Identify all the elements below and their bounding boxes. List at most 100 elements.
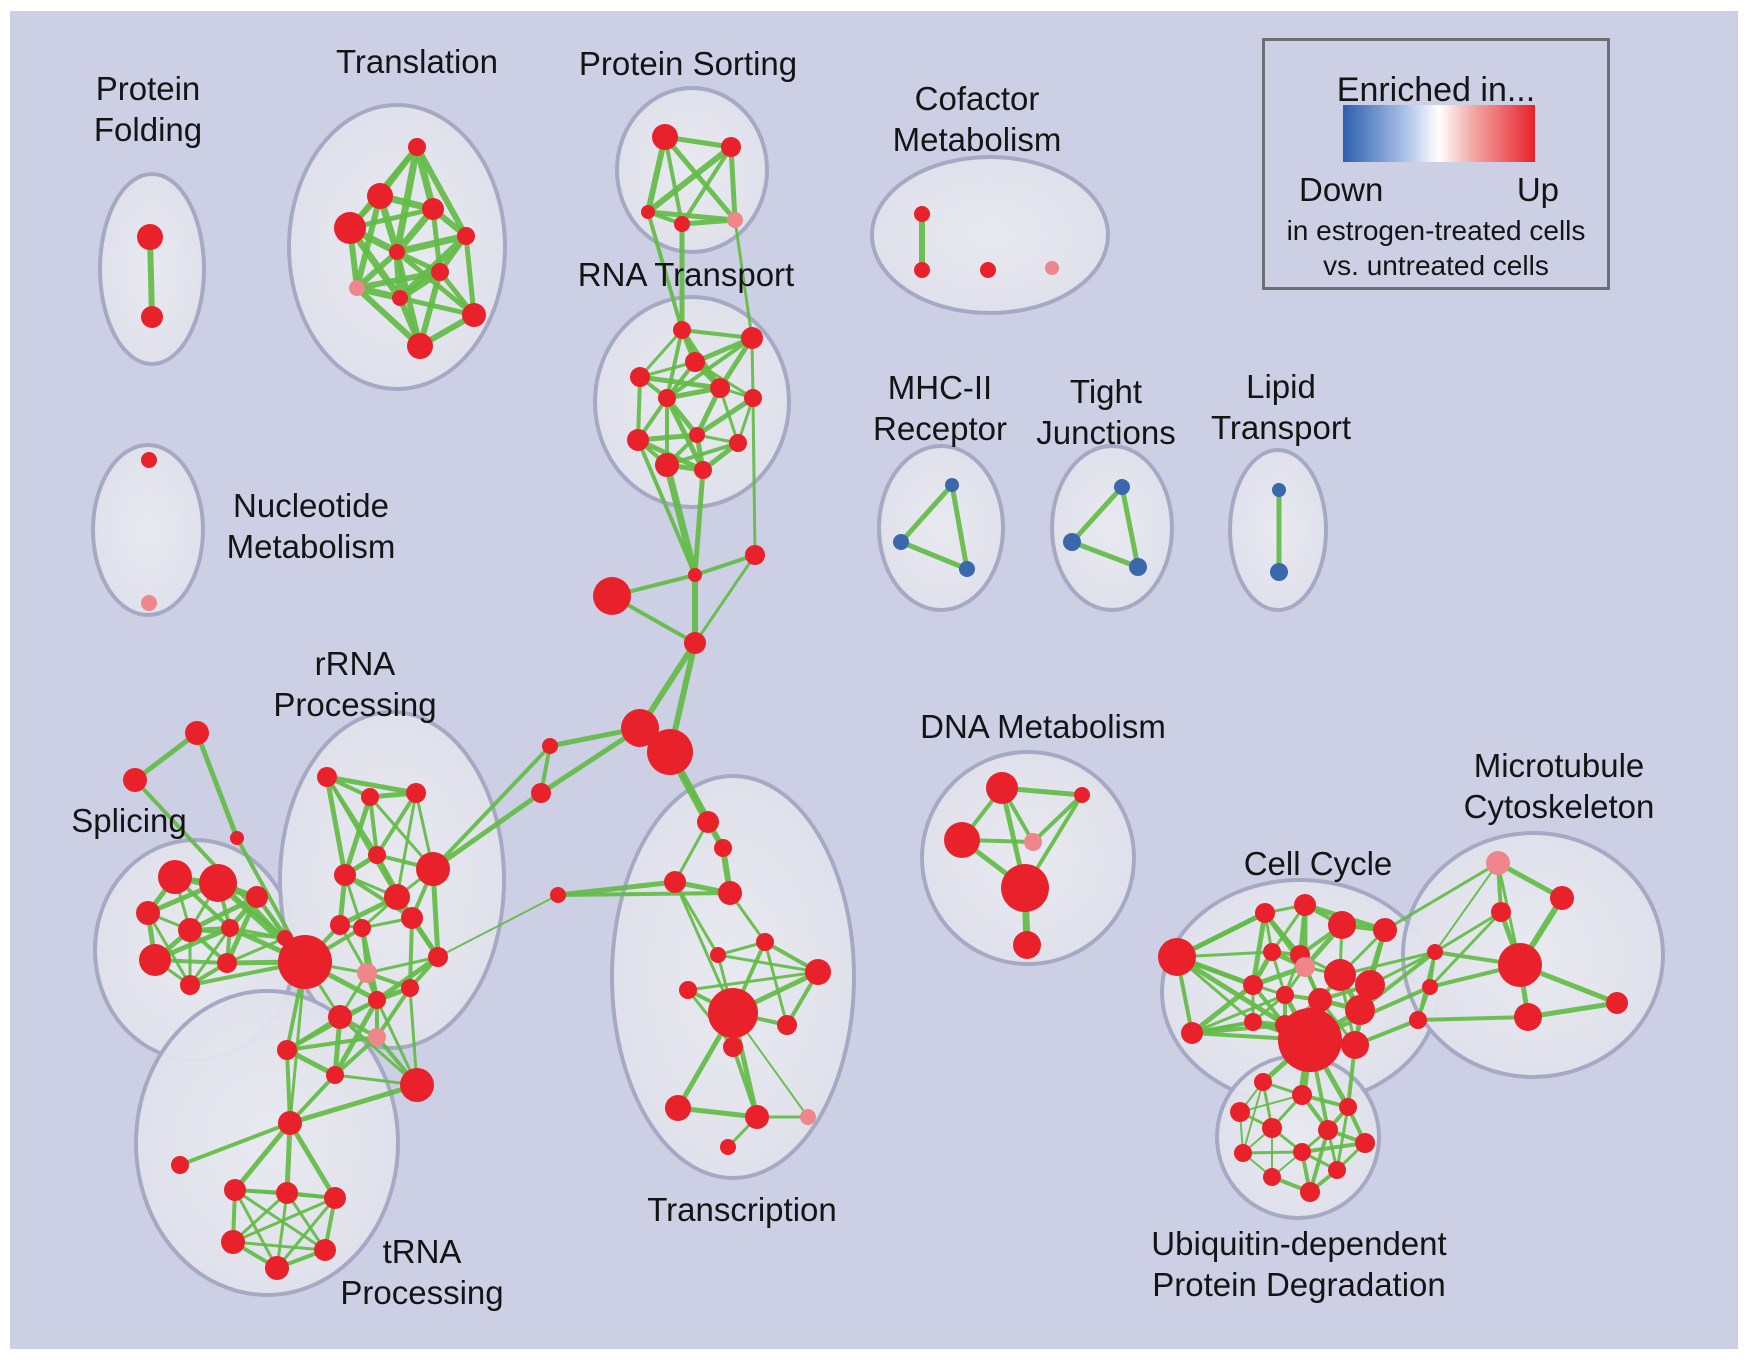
network-node-trna-5 bbox=[221, 1230, 245, 1254]
network-node-transcription-14 bbox=[720, 1139, 736, 1155]
network-edge bbox=[637, 374, 723, 391]
network-edge bbox=[194, 730, 240, 841]
network-node-rna_transport-3 bbox=[630, 367, 650, 387]
network-node-rrna-0 bbox=[317, 767, 337, 787]
network-edge bbox=[343, 873, 414, 920]
network-node-rna_transport-1 bbox=[741, 327, 763, 349]
network-node-mhc2-1 bbox=[893, 534, 909, 550]
network-node-rrna-10 bbox=[278, 935, 332, 989]
network-node-cell_cycle-8 bbox=[1295, 957, 1315, 977]
network-edge bbox=[231, 1191, 289, 1244]
network-node-ubiquitin-11 bbox=[1300, 1182, 1320, 1202]
network-node-transcription-3 bbox=[718, 881, 742, 905]
network-node-microtubule-0 bbox=[1486, 851, 1510, 875]
network-edge bbox=[1119, 484, 1141, 570]
network-node-splicing-3 bbox=[178, 918, 202, 942]
network-node-cofactor-2 bbox=[980, 262, 996, 278]
cluster-label-mhc2: MHC-II bbox=[888, 369, 992, 406]
network-edge bbox=[275, 1191, 289, 1270]
network-node-protein_sorting-0 bbox=[652, 124, 678, 150]
network-node-transcription-12 bbox=[745, 1105, 769, 1129]
network-edge bbox=[393, 232, 470, 256]
network-node-tight_junctions-2 bbox=[1129, 558, 1147, 576]
network-node-translation-6 bbox=[431, 263, 449, 281]
cluster-label-nucleotide: Nucleotide bbox=[233, 487, 389, 524]
network-edge bbox=[751, 396, 757, 557]
network-node-chain-5 bbox=[647, 729, 693, 775]
legend-subtitle-1: in estrogen-treated cells bbox=[1286, 215, 1586, 246]
network-node-rrna-19 bbox=[368, 1028, 386, 1046]
network-edge bbox=[430, 790, 544, 872]
network-edge bbox=[636, 438, 697, 577]
network-edge bbox=[285, 1048, 292, 1125]
network-node-trna-4 bbox=[324, 1187, 346, 1209]
network-node-dna-0 bbox=[986, 772, 1018, 804]
cluster-label-lipid_transport: Transport bbox=[1211, 409, 1351, 446]
network-node-dna-2 bbox=[944, 822, 980, 858]
network-edge bbox=[178, 1121, 292, 1167]
network-node-transcription-11 bbox=[665, 1095, 691, 1121]
network-edge bbox=[1250, 910, 1268, 988]
network-edge bbox=[354, 193, 383, 291]
cluster-label-lipid_transport: Lipid bbox=[1246, 368, 1316, 405]
network-node-protein_sorting-1 bbox=[721, 137, 741, 157]
network-node-rrna-15 bbox=[328, 1005, 352, 1029]
network-node-mhc2-2 bbox=[959, 561, 975, 577]
network-node-cell_cycle-4 bbox=[1328, 911, 1356, 939]
network-edge bbox=[733, 218, 754, 340]
cluster-ellipse-dna bbox=[920, 750, 1136, 966]
cluster-label-microtubule: Microtubule bbox=[1474, 747, 1645, 784]
network-node-splicing-8 bbox=[246, 886, 268, 908]
network-node-cell_cycle-12 bbox=[1276, 986, 1294, 1004]
network-node-rna_transport-6 bbox=[744, 389, 762, 407]
network-node-nucleotide-1 bbox=[141, 595, 157, 611]
network-node-cell_cycle-5 bbox=[1373, 918, 1397, 942]
network-edge bbox=[354, 249, 400, 291]
network-node-microtubule-3 bbox=[1498, 943, 1542, 987]
network-edge bbox=[397, 295, 477, 318]
network-node-chain-3 bbox=[684, 632, 706, 654]
network-edge bbox=[431, 744, 552, 871]
network-node-translation-9 bbox=[462, 303, 486, 327]
network-edge bbox=[692, 467, 706, 578]
network-edge bbox=[665, 336, 754, 400]
cluster-label-translation: Translation bbox=[336, 43, 498, 80]
network-edge bbox=[332, 997, 380, 1078]
network-node-transcription-0 bbox=[697, 811, 719, 833]
network-node-transcription-4 bbox=[756, 933, 774, 951]
network-edge bbox=[663, 461, 699, 579]
network-node-chain-7 bbox=[531, 783, 551, 803]
network-edge bbox=[645, 144, 734, 215]
cluster-label-rrna: rRNA bbox=[315, 645, 396, 682]
network-node-translation-0 bbox=[408, 138, 426, 156]
network-node-translation-8 bbox=[392, 290, 408, 306]
network-edge bbox=[673, 820, 710, 884]
network-edge bbox=[285, 1035, 379, 1052]
network-edge bbox=[949, 482, 970, 572]
network-edge bbox=[365, 955, 440, 975]
network-node-transcription-5 bbox=[710, 947, 726, 963]
network-edge bbox=[394, 249, 423, 349]
network-node-transcription-8 bbox=[777, 1015, 797, 1035]
network-node-trna-0 bbox=[278, 1111, 302, 1135]
network-edge bbox=[147, 234, 155, 320]
network-node-cell_cycle-3 bbox=[1294, 894, 1316, 916]
network-node-trna-1 bbox=[171, 1156, 189, 1174]
network-edge bbox=[679, 217, 738, 227]
network-node-tight_junctions-0 bbox=[1114, 479, 1130, 495]
network-node-rna_transport-8 bbox=[689, 427, 705, 443]
legend-gradient-bar bbox=[1343, 105, 1535, 162]
network-edge bbox=[1428, 910, 1503, 989]
network-node-rrna-12 bbox=[357, 963, 377, 983]
network-node-microtubule-2 bbox=[1491, 902, 1511, 922]
network-node-rrna-4 bbox=[368, 846, 386, 864]
network-edge bbox=[1031, 793, 1084, 844]
network-edge bbox=[324, 774, 348, 878]
cluster-label-ubiquitin: Protein Degradation bbox=[1152, 1266, 1446, 1303]
cluster-label-cell_cycle: Cell Cycle bbox=[1244, 845, 1393, 882]
network-node-transcription-1 bbox=[714, 839, 732, 857]
network-edge bbox=[463, 233, 477, 318]
cluster-label-trna: Processing bbox=[340, 1274, 503, 1311]
network-node-protein_folding-0 bbox=[137, 224, 163, 250]
